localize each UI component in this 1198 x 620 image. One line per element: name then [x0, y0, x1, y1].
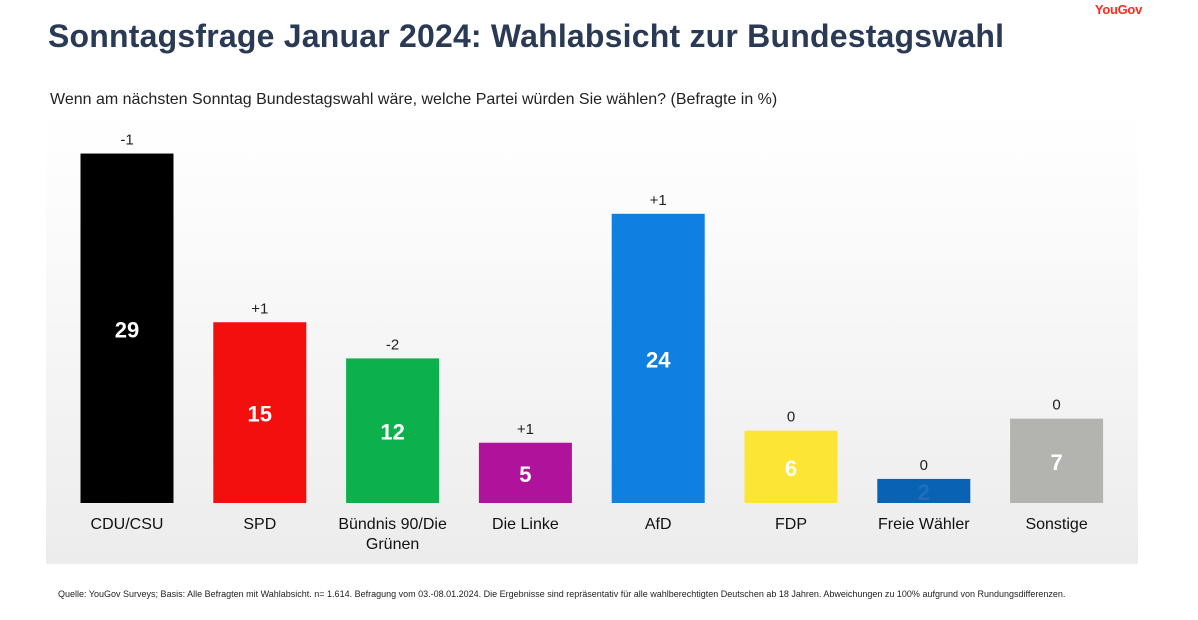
bar: [478, 442, 572, 503]
change-label: +1: [650, 192, 667, 209]
change-label: -1: [120, 132, 133, 149]
change-label: -2: [386, 336, 399, 353]
bar-value-label: 12: [380, 420, 404, 445]
bar: [1010, 418, 1104, 503]
category-label: AfD: [645, 516, 672, 533]
bar-value-label: 5: [519, 462, 531, 487]
bar-value-label: 24: [646, 347, 671, 372]
bar-value-label: 29: [115, 317, 139, 342]
bar: [744, 430, 838, 503]
change-label: +1: [251, 300, 268, 317]
bar-value-label: 15: [248, 402, 272, 427]
bar: [80, 153, 174, 504]
category-label: FDP: [775, 516, 807, 533]
bar: [213, 322, 307, 503]
change-label: +1: [517, 421, 534, 438]
category-label: Die Linke: [492, 516, 559, 533]
category-label: Freie Wähler: [878, 516, 970, 533]
bar-value-label: 6: [785, 456, 797, 481]
category-label: Sonstige: [1025, 516, 1087, 533]
page-title: Sonntagsfrage Januar 2024: Wahlabsicht z…: [48, 18, 1005, 54]
category-label: CDU/CSU: [91, 516, 164, 533]
bar-value-label: 2: [918, 480, 930, 505]
yougov-logo: YouGov: [1094, 2, 1142, 17]
bar: [346, 358, 440, 503]
bar: [611, 213, 705, 504]
bar: [877, 478, 971, 503]
category-label: SPD: [243, 516, 276, 533]
change-label: 0: [1052, 397, 1060, 414]
bar-value-label: 7: [1050, 450, 1062, 475]
change-label: 0: [920, 457, 928, 474]
source-note: Quelle: YouGov Surveys; Basis: Alle Befr…: [58, 589, 1066, 599]
category-label: Bündnis 90/Die: [338, 516, 447, 533]
change-label: 0: [787, 409, 795, 426]
category-label: Grünen: [366, 536, 419, 553]
chart-subtitle: Wenn am nächsten Sonntag Bundestagswahl …: [50, 91, 778, 108]
